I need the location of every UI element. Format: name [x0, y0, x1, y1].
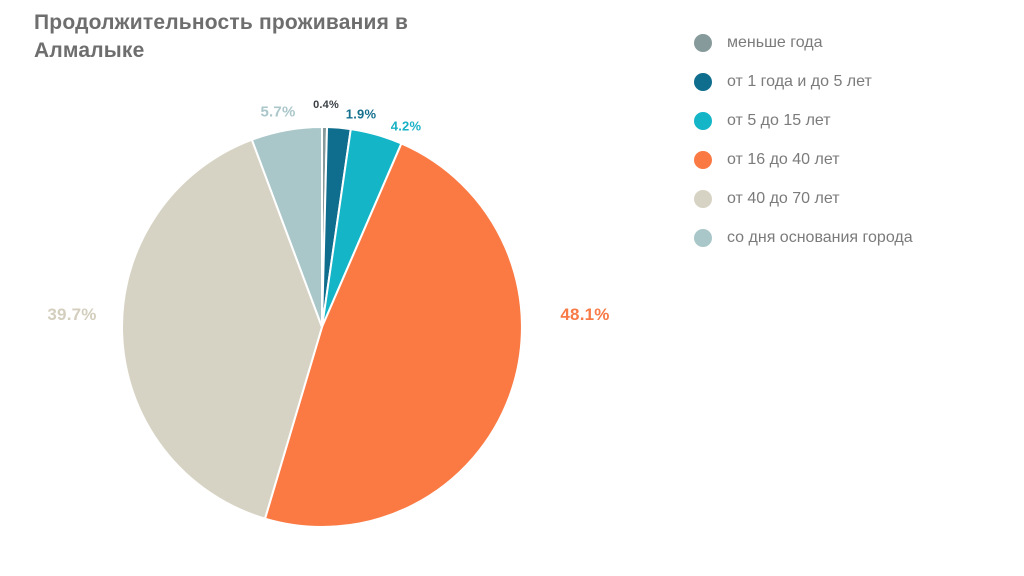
- pie-value-label-4: 39.7%: [47, 305, 97, 324]
- legend-dot-icon: [694, 112, 712, 130]
- pie-value-label-5: 5.7%: [260, 103, 296, 121]
- legend-dot-icon: [694, 151, 712, 169]
- legend-label: меньше года: [727, 34, 823, 51]
- legend-dot-icon: [694, 73, 712, 91]
- pie-value-label-1: 1.9%: [345, 106, 377, 122]
- legend-label: от 40 до 70 лет: [727, 190, 840, 207]
- legend-dot-icon: [694, 34, 712, 52]
- chart-title: Продолжительность проживания в Алмалыке: [34, 11, 409, 62]
- legend-label: от 5 до 15 лет: [727, 112, 831, 129]
- legend-label: от 16 до 40 лет: [727, 151, 840, 168]
- legend-item-1: от 1 года и до 5 лет: [694, 73, 913, 91]
- legend-item-0: меньше года: [694, 34, 913, 52]
- legend-item-3: от 16 до 40 лет: [694, 151, 913, 169]
- pie-value-label-2: 4.2%: [390, 118, 422, 134]
- legend-dot-icon: [694, 229, 712, 247]
- legend-label: со дня основания города: [727, 229, 913, 246]
- legend-dot-icon: [694, 190, 712, 208]
- legend-item-5: со дня основания города: [694, 229, 913, 247]
- pie-slice-3: [264, 142, 523, 528]
- pie-slice-5: [250, 126, 323, 328]
- legend-item-2: от 5 до 15 лет: [694, 112, 913, 130]
- legend-label: от 1 года и до 5 лет: [727, 73, 872, 90]
- legend: меньше года от 1 года и до 5 лет от 5 до 1…: [694, 34, 913, 268]
- pie-slice-4: [121, 138, 323, 520]
- pie-value-label-0: 0.4%: [313, 99, 339, 111]
- legend-item-4: от 40 до 70 лет: [694, 190, 913, 208]
- pie-value-label-3: 48.1%: [560, 305, 610, 324]
